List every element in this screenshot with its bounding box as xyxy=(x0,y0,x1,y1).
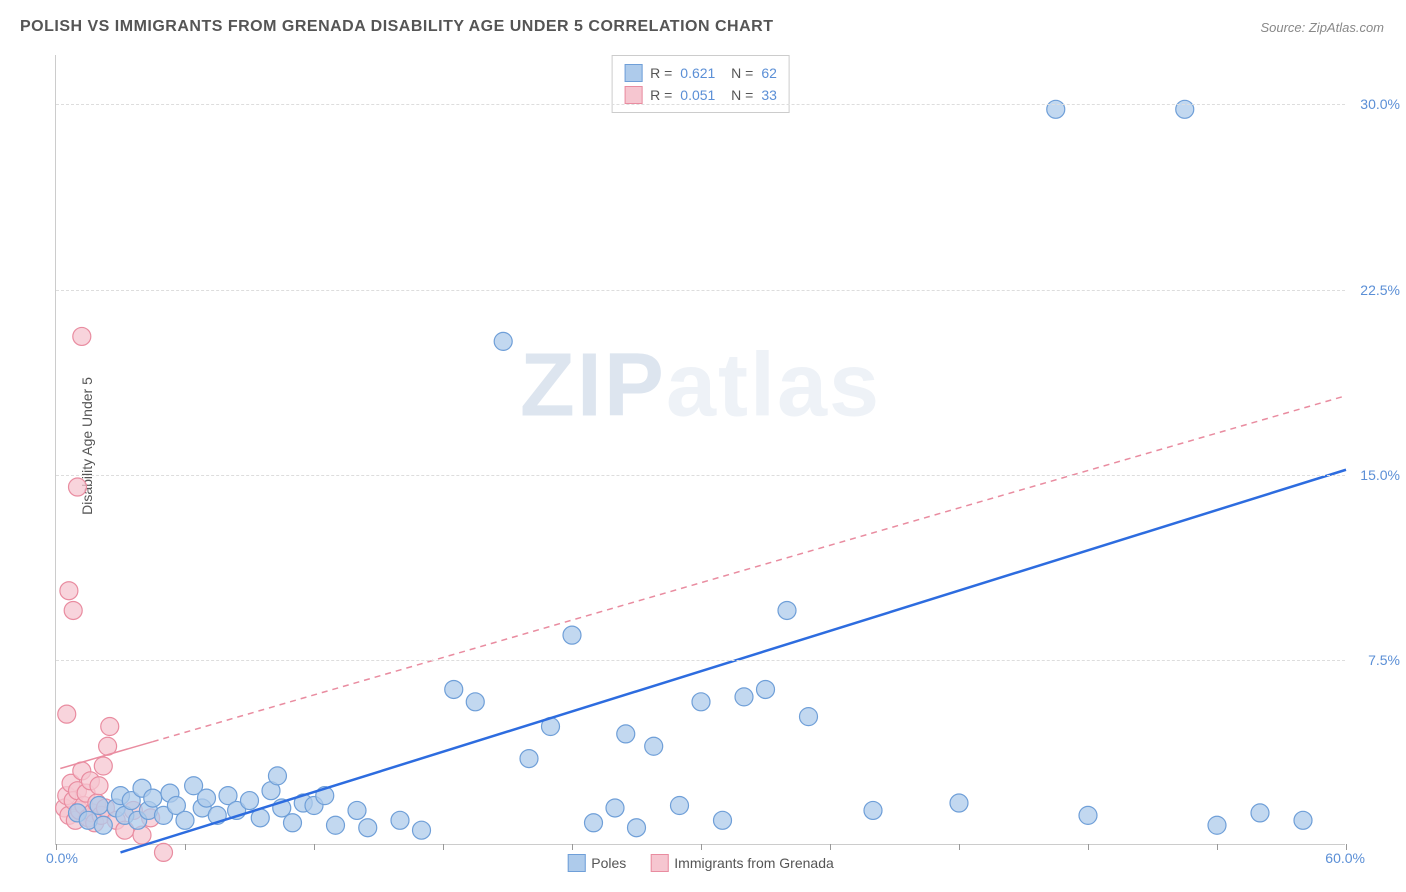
x-tick xyxy=(185,844,186,850)
stats-row-grenada: R = 0.051 N = 33 xyxy=(624,84,777,106)
scatter-point xyxy=(155,843,173,861)
scatter-point xyxy=(692,693,710,711)
scatter-point xyxy=(327,816,345,834)
scatter-point xyxy=(1294,811,1312,829)
scatter-point xyxy=(800,708,818,726)
scatter-point xyxy=(268,767,286,785)
scatter-point xyxy=(1251,804,1269,822)
scatter-point xyxy=(585,814,603,832)
scatter-point xyxy=(176,811,194,829)
r-value-poles: 0.621 xyxy=(680,62,715,84)
scatter-point xyxy=(391,811,409,829)
scatter-point xyxy=(778,601,796,619)
x-tick xyxy=(314,844,315,850)
swatch-poles xyxy=(624,64,642,82)
scatter-point xyxy=(950,794,968,812)
n-value-grenada: 33 xyxy=(761,84,777,106)
scatter-point xyxy=(757,680,775,698)
swatch-poles xyxy=(567,854,585,872)
x-axis-max-label: 60.0% xyxy=(1325,850,1365,866)
scatter-point xyxy=(563,626,581,644)
y-tick-label: 7.5% xyxy=(1350,652,1400,668)
scatter-point xyxy=(494,332,512,350)
scatter-point xyxy=(1079,806,1097,824)
x-tick xyxy=(959,844,960,850)
n-label: N = xyxy=(723,84,753,106)
n-label: N = xyxy=(723,62,753,84)
x-tick xyxy=(443,844,444,850)
source-label: Source: ZipAtlas.com xyxy=(1260,20,1384,35)
x-tick xyxy=(56,844,57,850)
scatter-point xyxy=(284,814,302,832)
scatter-point xyxy=(101,718,119,736)
x-tick xyxy=(572,844,573,850)
scatter-point xyxy=(58,705,76,723)
scatter-point xyxy=(606,799,624,817)
scatter-point xyxy=(413,821,431,839)
scatter-point xyxy=(94,816,112,834)
r-value-grenada: 0.051 xyxy=(680,84,715,106)
r-label: R = xyxy=(650,84,672,106)
x-tick xyxy=(1346,844,1347,850)
scatter-point xyxy=(735,688,753,706)
scatter-point xyxy=(466,693,484,711)
gridline xyxy=(56,660,1345,661)
gridline xyxy=(56,104,1345,105)
gridline xyxy=(56,290,1345,291)
scatter-point xyxy=(94,757,112,775)
scatter-point xyxy=(645,737,663,755)
r-label: R = xyxy=(650,62,672,84)
scatter-point xyxy=(628,819,646,837)
y-tick-label: 15.0% xyxy=(1350,467,1400,483)
x-axis-min-label: 0.0% xyxy=(46,850,78,866)
x-tick xyxy=(1217,844,1218,850)
swatch-grenada xyxy=(624,86,642,104)
scatter-plot xyxy=(56,55,1345,844)
gridline xyxy=(56,475,1345,476)
scatter-point xyxy=(520,750,538,768)
scatter-point xyxy=(241,792,259,810)
scatter-point xyxy=(1208,816,1226,834)
scatter-point xyxy=(90,777,108,795)
scatter-point xyxy=(144,789,162,807)
scatter-point xyxy=(671,797,689,815)
scatter-point xyxy=(64,601,82,619)
page-title: POLISH VS IMMIGRANTS FROM GRENADA DISABI… xyxy=(20,18,773,36)
chart-area: ZIPatlas R = 0.621 N = 62 R = 0.051 N = … xyxy=(55,55,1345,845)
scatter-point xyxy=(359,819,377,837)
scatter-point xyxy=(617,725,635,743)
scatter-point xyxy=(714,811,732,829)
scatter-point xyxy=(445,680,463,698)
y-tick-label: 22.5% xyxy=(1350,282,1400,298)
y-tick-label: 30.0% xyxy=(1350,96,1400,112)
stats-row-poles: R = 0.621 N = 62 xyxy=(624,62,777,84)
scatter-point xyxy=(864,801,882,819)
x-tick xyxy=(830,844,831,850)
x-tick xyxy=(701,844,702,850)
scatter-point xyxy=(1047,100,1065,118)
scatter-point xyxy=(90,797,108,815)
swatch-grenada xyxy=(650,854,668,872)
x-tick xyxy=(1088,844,1089,850)
trend-line xyxy=(121,470,1347,853)
scatter-point xyxy=(348,801,366,819)
legend-item-grenada: Immigrants from Grenada xyxy=(650,854,834,872)
scatter-point xyxy=(198,789,216,807)
bottom-legend: Poles Immigrants from Grenada xyxy=(567,854,834,872)
legend-label-grenada: Immigrants from Grenada xyxy=(674,855,834,871)
scatter-point xyxy=(60,582,78,600)
legend-label-poles: Poles xyxy=(591,855,626,871)
scatter-point xyxy=(73,327,91,345)
scatter-point xyxy=(1176,100,1194,118)
legend-item-poles: Poles xyxy=(567,854,626,872)
n-value-poles: 62 xyxy=(761,62,777,84)
scatter-point xyxy=(69,478,87,496)
